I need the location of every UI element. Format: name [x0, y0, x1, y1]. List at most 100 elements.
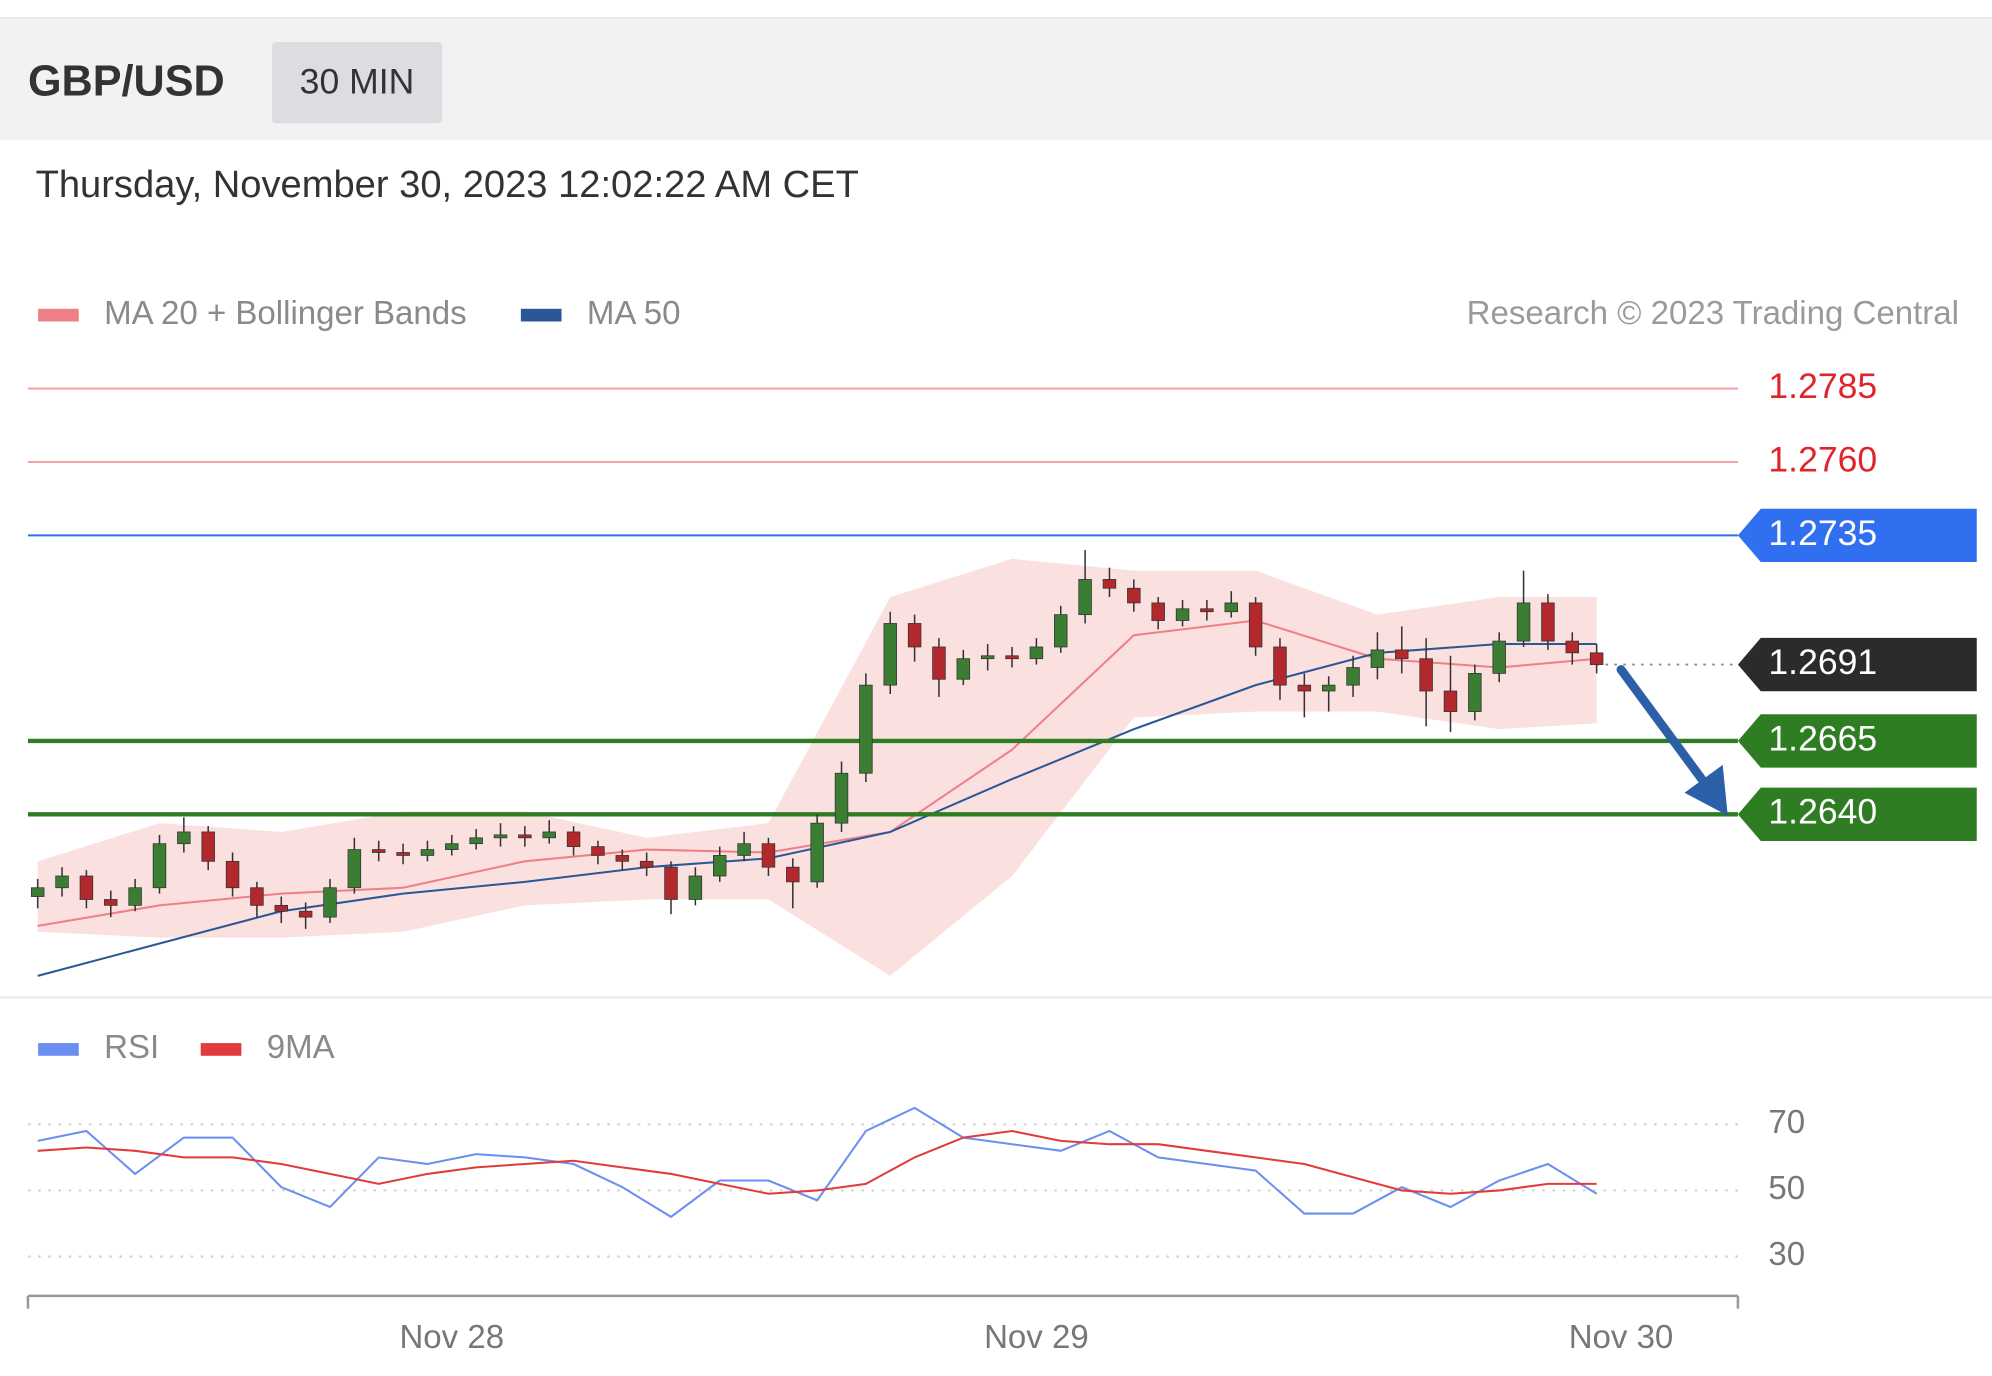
- level-label: 1.2785: [1768, 366, 1877, 406]
- candle-body: [1102, 579, 1117, 589]
- indicator-line: [37, 1106, 1598, 1219]
- candle-body: [1541, 602, 1555, 642]
- candle-body: [1492, 640, 1506, 674]
- candle-body: [907, 623, 922, 648]
- candle-body: [1273, 646, 1287, 686]
- candle-body: [615, 855, 630, 862]
- candle-body: [298, 910, 313, 918]
- band-layer: [37, 558, 1597, 976]
- candle-body: [834, 772, 849, 824]
- candle-body: [932, 646, 946, 680]
- candle-body: [79, 875, 94, 900]
- candle-body: [1468, 673, 1482, 712]
- pair-title: GBP/USD: [28, 57, 225, 105]
- level-tag: [1737, 637, 1977, 692]
- candle-body: [1443, 690, 1458, 712]
- candle-body: [883, 623, 897, 686]
- candle-body: [712, 855, 727, 877]
- arrow-head: [1684, 764, 1728, 816]
- candle-body: [566, 831, 581, 848]
- candle-body: [1200, 608, 1214, 613]
- level-label: 1.2640: [1768, 792, 1877, 832]
- candle-body: [1005, 655, 1019, 660]
- candle-body: [201, 831, 215, 862]
- legend-label: MA 20 + Bollinger Bands: [104, 294, 466, 331]
- y-tick-label: 30: [1768, 1235, 1805, 1272]
- candle-body: [371, 849, 386, 853]
- candle-body: [274, 904, 289, 912]
- level-label: 1.2760: [1768, 439, 1877, 479]
- bollinger-band: [37, 558, 1597, 976]
- level-tag: [1737, 714, 1977, 768]
- candle-body: [152, 843, 167, 889]
- candle-body: [810, 822, 824, 883]
- candle-body: [104, 899, 118, 906]
- candle-body: [323, 887, 337, 918]
- candle-body: [1297, 684, 1312, 692]
- candle-body: [420, 849, 435, 856]
- candle-body: [591, 846, 605, 856]
- candle-body: [1589, 652, 1604, 665]
- candle-body: [859, 684, 873, 774]
- candle-body: [493, 834, 508, 839]
- candle-body: [1419, 658, 1433, 692]
- candle-body: [250, 887, 264, 906]
- legend-swatch: [38, 1043, 79, 1056]
- level-layer: 1.2785 1.2760 1.2735 1.2691 1.2665 1.2640: [27, 366, 1977, 842]
- candle-body: [347, 849, 362, 889]
- label-layer: MA 20 + Bollinger Bands MA 50 RSI 9MA: [38, 294, 681, 1065]
- candle-body: [1054, 614, 1068, 648]
- candle-body: [518, 834, 532, 839]
- candle-layer: [30, 550, 1604, 929]
- overlay-layer: [37, 619, 1597, 977]
- candle-body: [1029, 646, 1044, 660]
- candle-body: [396, 852, 410, 856]
- candle-body: [30, 887, 45, 897]
- x-tick-label: Nov 29: [984, 1318, 1089, 1355]
- level-tag: [1737, 508, 1977, 563]
- candle-body: [980, 655, 995, 660]
- candle-body: [542, 831, 556, 839]
- candle-body: [1346, 667, 1360, 686]
- y-tick-label: 70: [1768, 1103, 1805, 1140]
- level-label: 1.2665: [1768, 718, 1877, 758]
- candle-body: [786, 866, 800, 883]
- legend-label: MA 50: [587, 294, 681, 331]
- timeframe-label[interactable]: 30 MIN: [300, 61, 415, 101]
- candle-body: [1395, 649, 1409, 660]
- candle-body: [1370, 649, 1385, 668]
- candle-body: [225, 860, 240, 889]
- candle-body: [128, 887, 142, 906]
- candle-body: [639, 860, 654, 868]
- arrow-shaft: [1616, 665, 1715, 795]
- legend-swatch: [38, 308, 79, 322]
- rsi-layer: 70 50 30 Nov 28 Nov 29 Nov 30: [27, 1103, 1805, 1355]
- candle-body: [688, 875, 703, 900]
- timestamp: Thursday, November 30, 2023 12:02:22 AM …: [36, 164, 859, 206]
- candle-body: [956, 658, 971, 680]
- candle-body: [1565, 640, 1580, 654]
- candle-body: [1175, 608, 1190, 621]
- candle-body: [1516, 602, 1531, 642]
- level-label: 1.2691: [1768, 642, 1877, 682]
- x-tick-label: Nov 30: [1569, 1318, 1674, 1355]
- y-tick-label: 50: [1768, 1169, 1805, 1206]
- candle-body: [55, 875, 69, 889]
- candle-body: [664, 866, 678, 900]
- x-tick-label: Nov 28: [399, 1318, 504, 1355]
- moving-average: [37, 643, 1597, 977]
- moving-average: [37, 619, 1597, 927]
- timeframe-badge[interactable]: [271, 41, 443, 124]
- candle-body: [1248, 602, 1263, 648]
- level-tag: [1737, 787, 1977, 842]
- legend-swatch: [520, 308, 562, 322]
- level-label: 1.2735: [1768, 513, 1877, 553]
- credit: Research © 2023 Trading Central: [1467, 294, 1959, 331]
- candle-body: [1151, 602, 1165, 621]
- candle-body: [469, 837, 483, 845]
- candle-body: [761, 843, 776, 868]
- candle-body: [1078, 579, 1092, 616]
- legend-swatch: [200, 1043, 242, 1056]
